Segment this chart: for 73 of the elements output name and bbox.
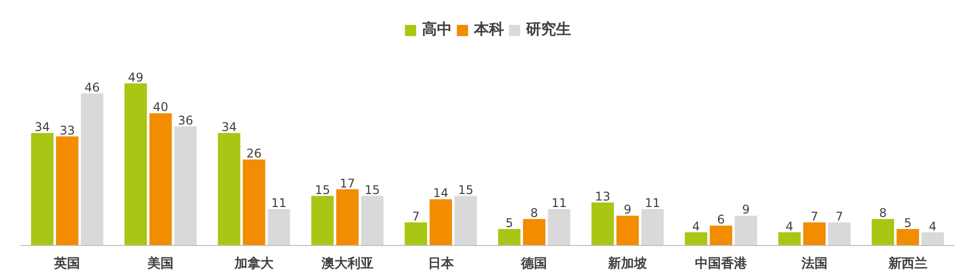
- bar: [684, 232, 708, 246]
- bar: [336, 189, 359, 246]
- data-label: 15: [314, 182, 330, 197]
- data-label: 40: [152, 100, 168, 114]
- data-label: 14: [433, 186, 448, 200]
- bar: [174, 126, 197, 246]
- data-label: 7: [835, 209, 844, 224]
- x-tick-label: 中国香港: [695, 256, 748, 272]
- data-label: 11: [644, 196, 660, 210]
- bar: [430, 199, 452, 246]
- data-label: 15: [458, 182, 474, 197]
- legend-label: 研究生: [526, 20, 571, 39]
- x-tick-label: 美国: [146, 256, 174, 272]
- bar: [872, 219, 894, 246]
- data-label: 34: [34, 120, 50, 134]
- bar: [218, 133, 240, 246]
- x-tick-label: 新西兰: [887, 256, 928, 272]
- x-tick-label: 新加坡: [607, 256, 648, 272]
- data-label: 13: [595, 190, 610, 204]
- bar: [80, 93, 104, 246]
- data-label: 11: [551, 196, 567, 210]
- bar: [149, 113, 172, 246]
- bar: [616, 216, 639, 246]
- bar: [778, 232, 801, 246]
- data-label: 4: [786, 219, 794, 234]
- data-label: 49: [128, 70, 144, 84]
- x-tick-label: 英国: [53, 256, 80, 272]
- bar: [710, 226, 732, 246]
- bar: [454, 196, 477, 246]
- bar: [31, 133, 54, 246]
- data-label: 8: [530, 206, 538, 220]
- data-label: 34: [221, 120, 237, 134]
- bar: [311, 196, 334, 246]
- bar: [124, 83, 147, 246]
- bar: [548, 209, 570, 246]
- legend-label: 高中: [422, 20, 452, 39]
- bar: [242, 160, 266, 246]
- data-label: 9: [624, 202, 632, 217]
- data-label: 7: [412, 209, 420, 224]
- x-tick-label: 澳大利亚: [320, 256, 374, 272]
- data-label: 46: [84, 80, 100, 94]
- data-label: 9: [742, 202, 750, 217]
- bar: [803, 222, 826, 246]
- bar: [591, 202, 614, 246]
- data-label: 5: [904, 216, 912, 230]
- data-label: 26: [246, 146, 262, 161]
- data-label: 6: [717, 212, 725, 227]
- bar: [922, 232, 944, 246]
- data-label: 33: [60, 123, 75, 138]
- data-label: 4: [928, 219, 937, 234]
- data-label: 8: [879, 206, 887, 220]
- bar: [498, 228, 520, 246]
- data-label: 36: [178, 113, 194, 128]
- data-label: 7: [810, 209, 818, 224]
- bar: [896, 228, 920, 246]
- bar: [268, 209, 290, 246]
- data-label: 15: [364, 182, 380, 197]
- x-tick-label: 加拿大: [234, 256, 274, 272]
- bar: [522, 219, 546, 246]
- legend-label: 本科: [474, 20, 504, 39]
- data-label: 11: [271, 196, 287, 210]
- x-tick-label: 法国: [800, 256, 828, 272]
- x-tick-label: 德国: [520, 256, 548, 272]
- bar: [56, 136, 78, 246]
- x-tick-label: 日本: [428, 256, 455, 272]
- data-label: 17: [340, 176, 356, 190]
- bar: [734, 216, 758, 246]
- bar: [404, 222, 428, 246]
- bar: [641, 209, 664, 246]
- data-label: 5: [505, 216, 514, 230]
- bar: [361, 196, 384, 246]
- data-label: 4: [692, 219, 700, 234]
- bar: [828, 222, 851, 246]
